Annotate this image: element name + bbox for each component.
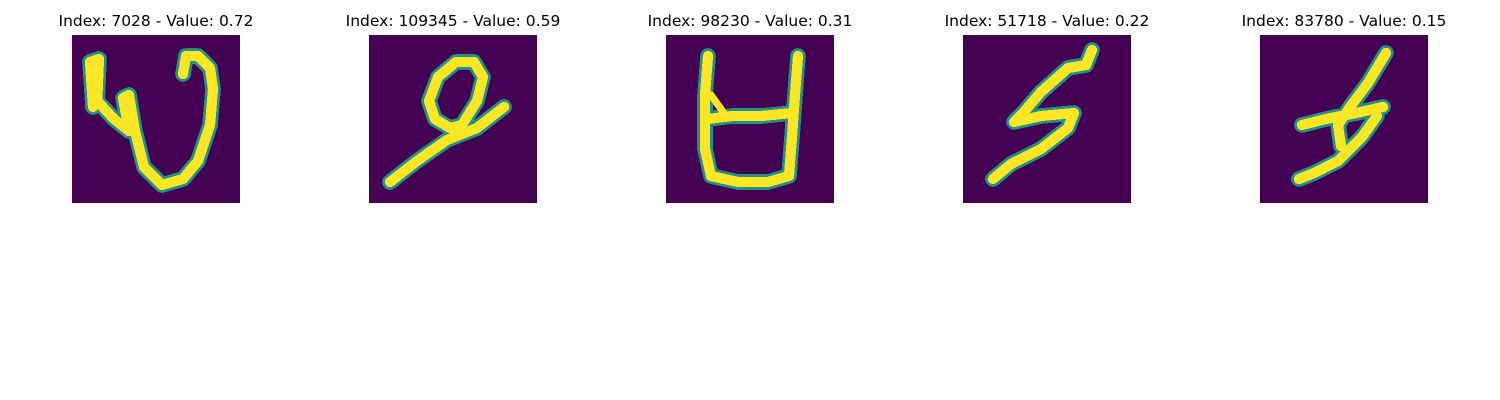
panel-title: Index: 83780 - Value: 0.15 [1241, 12, 1447, 30]
digit-image [1260, 35, 1428, 203]
loop-stick-glyph [382, 54, 512, 190]
panel-title: Index: 98230 - Value: 0.31 [647, 12, 853, 30]
digit-image [666, 35, 834, 203]
panel-2: Index: 109345 - Value: 0.59 [303, 0, 603, 210]
loopy-w-glyph [82, 48, 221, 193]
digit-image [72, 35, 240, 203]
panel-3: Index: 98230 - Value: 0.31 [600, 0, 900, 210]
cup-h-glyph [697, 48, 806, 190]
panel-5: Index: 83780 - Value: 0.15 [1194, 0, 1494, 210]
panel-title: Index: 51718 - Value: 0.22 [944, 12, 1150, 30]
panel-title: Index: 109345 - Value: 0.59 [345, 12, 561, 30]
crossed-zigzag-glyph [1291, 45, 1394, 187]
digit-image [963, 35, 1131, 203]
digit-image [369, 35, 537, 203]
panel-1: Index: 7028 - Value: 0.72 [6, 0, 306, 210]
zigzag-glyph [985, 42, 1100, 187]
panel-4: Index: 51718 - Value: 0.22 [897, 0, 1197, 210]
panel-title: Index: 7028 - Value: 0.72 [58, 12, 254, 30]
